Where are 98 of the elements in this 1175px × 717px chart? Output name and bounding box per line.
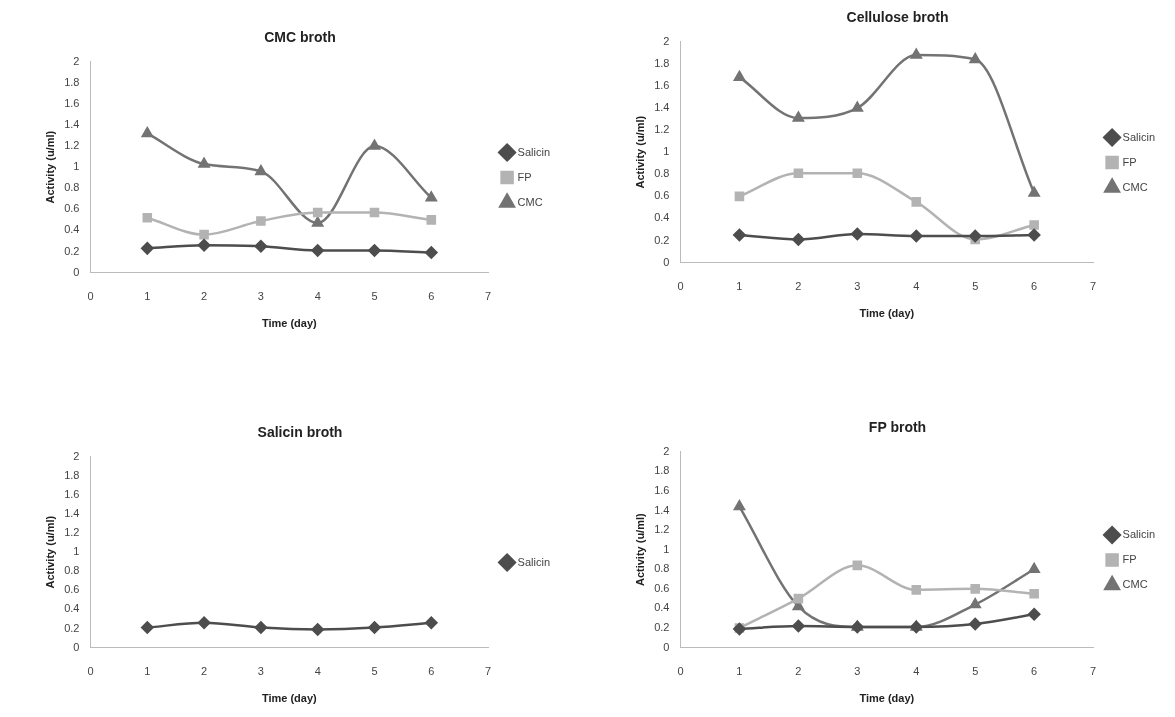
y-tick-label: 0 <box>73 640 80 653</box>
y-tick-label: 0.6 <box>654 189 670 202</box>
y-axis-title: Activity (u/ml) <box>633 115 646 189</box>
y-tick-label: 0.4 <box>64 602 80 615</box>
x-tick-label: 1 <box>736 280 743 293</box>
x-axis-title: Time (day) <box>261 317 318 330</box>
x-tick-label: 5 <box>371 290 378 303</box>
y-tick-label: 1.2 <box>654 123 670 136</box>
legend-label: FP <box>517 170 532 183</box>
y-tick-label: 2 <box>663 34 670 47</box>
x-tick-label: 4 <box>314 665 321 678</box>
x-tick-label: 5 <box>972 665 979 678</box>
y-tick-label: 1 <box>73 160 80 173</box>
x-tick-label: 5 <box>972 280 979 293</box>
y-tick-label: 1.4 <box>64 118 80 131</box>
y-tick-label: 1.2 <box>64 139 80 152</box>
y-tick-label: 1.6 <box>64 487 80 500</box>
y-tick-label: 0.4 <box>654 211 670 224</box>
legend-label: CMC <box>517 195 543 208</box>
y-tick-label: 1.2 <box>64 526 80 539</box>
legend-label: FP <box>1122 155 1137 168</box>
x-tick-label: 3 <box>854 665 861 678</box>
y-tick-label: 1.4 <box>654 101 670 114</box>
y-tick-label: 1.6 <box>654 78 670 91</box>
y-tick-label: 1 <box>663 542 670 555</box>
x-tick-label: 1 <box>736 665 743 678</box>
legend-label: Salicin <box>1122 528 1155 541</box>
legend-label: CMC <box>1122 578 1148 591</box>
x-tick-label: 4 <box>913 280 920 293</box>
y-tick-label: 2 <box>663 444 670 457</box>
y-tick-label: 0.8 <box>64 181 80 194</box>
legend-label: FP <box>1122 553 1137 566</box>
y-tick-label: 1.8 <box>654 464 670 477</box>
x-tick-label: 6 <box>1031 280 1038 293</box>
chart-title: FP broth <box>868 419 927 436</box>
x-tick-label: 0 <box>677 280 684 293</box>
legend-label: Salicin <box>517 555 550 568</box>
y-axis-title: Activity (u/ml) <box>633 513 646 587</box>
y-tick-label: 1.6 <box>654 483 670 496</box>
y-tick-label: 0.8 <box>654 167 670 180</box>
x-tick-label: 1 <box>144 665 151 678</box>
x-tick-label: 5 <box>371 665 378 678</box>
x-axis-title: Time (day) <box>261 692 318 705</box>
x-tick-label: 2 <box>795 665 802 678</box>
x-tick-label: 0 <box>87 290 94 303</box>
x-tick-label: 7 <box>1090 665 1097 678</box>
x-tick-label: 2 <box>201 290 208 303</box>
y-tick-label: 1.8 <box>64 468 80 481</box>
y-tick-label: 1.8 <box>654 56 670 69</box>
y-tick-label: 1.4 <box>654 503 670 516</box>
x-axis-title: Time (day) <box>859 307 915 320</box>
x-tick-label: 6 <box>1031 665 1038 678</box>
y-tick-label: 0.6 <box>64 202 80 215</box>
y-tick-label: 0.2 <box>654 621 670 634</box>
legend-label: CMC <box>1122 180 1148 193</box>
x-tick-label: 3 <box>257 665 264 678</box>
x-tick-label: 7 <box>1090 280 1097 293</box>
y-tick-label: 0.2 <box>64 244 80 257</box>
y-axis-title: Activity (u/ml) <box>43 515 56 589</box>
x-tick-label: 4 <box>314 290 321 303</box>
x-tick-label: 3 <box>257 290 264 303</box>
y-tick-label: 0.2 <box>64 621 80 634</box>
y-tick-label: 1 <box>663 145 670 158</box>
x-tick-label: 3 <box>854 280 861 293</box>
y-tick-label: 0.8 <box>654 562 670 575</box>
x-tick-label: 1 <box>144 290 151 303</box>
x-tick-label: 2 <box>201 665 208 678</box>
chart-title: Cellulose broth <box>846 9 949 26</box>
y-tick-label: 0 <box>663 255 670 268</box>
y-tick-label: 0.4 <box>64 223 80 236</box>
y-tick-label: 1.2 <box>654 523 670 536</box>
y-tick-label: 2 <box>73 54 80 67</box>
x-tick-label: 0 <box>87 665 94 678</box>
legend-label: Salicin <box>517 145 550 158</box>
chart-title: CMC broth <box>264 29 336 46</box>
y-tick-label: 1.4 <box>64 507 80 520</box>
y-tick-label: 1.8 <box>64 75 80 88</box>
y-tick-label: 1 <box>73 545 80 558</box>
chart-title: Salicin broth <box>257 424 343 441</box>
y-tick-label: 0.6 <box>64 583 80 596</box>
y-tick-label: 0.4 <box>654 601 670 614</box>
x-tick-label: 6 <box>428 665 435 678</box>
y-tick-label: 0 <box>663 640 670 653</box>
y-tick-label: 0.2 <box>654 233 670 246</box>
x-tick-label: 4 <box>913 665 920 678</box>
x-tick-label: 0 <box>677 665 684 678</box>
y-tick-label: 0.6 <box>654 581 670 594</box>
y-axis-title: Activity (u/ml) <box>43 130 56 204</box>
y-tick-label: 0.8 <box>64 564 80 577</box>
y-tick-label: 1.6 <box>64 96 80 109</box>
x-tick-label: 6 <box>428 290 435 303</box>
x-tick-label: 7 <box>485 290 492 303</box>
y-tick-label: 0 <box>73 265 80 278</box>
x-axis-title: Time (day) <box>859 692 915 705</box>
x-tick-label: 7 <box>485 665 492 678</box>
y-tick-label: 2 <box>73 449 80 462</box>
legend-label: Salicin <box>1122 130 1155 143</box>
x-tick-label: 2 <box>795 280 802 293</box>
